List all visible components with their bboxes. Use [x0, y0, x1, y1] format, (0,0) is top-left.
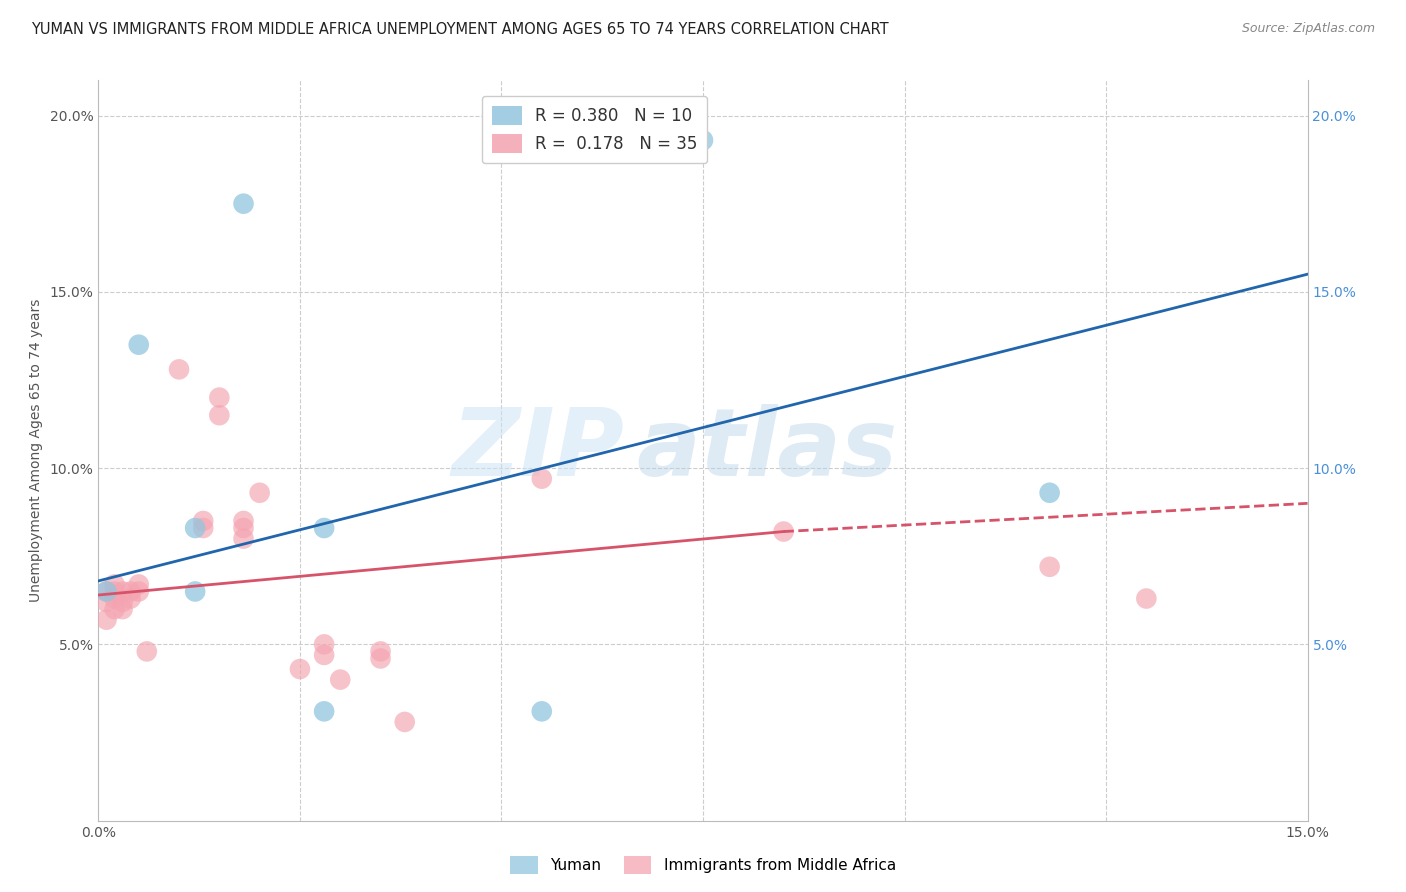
Point [232, 532, 254, 546]
Point [193, 514, 215, 528]
Legend: Yuman, Immigrants from Middle Africa: Yuman, Immigrants from Middle Africa [505, 850, 901, 880]
Point [128, 584, 150, 599]
Point [530, 472, 553, 486]
Point [232, 521, 254, 535]
Point [167, 362, 190, 376]
Point [111, 584, 134, 599]
Point [370, 644, 392, 658]
Point [772, 524, 794, 539]
Point [314, 521, 336, 535]
Text: ZIP: ZIP [451, 404, 624, 497]
Point [314, 637, 336, 651]
Point [103, 591, 125, 606]
Point [370, 651, 392, 665]
Point [208, 391, 231, 405]
Point [96, 595, 118, 609]
Point [208, 408, 231, 422]
Point [103, 584, 125, 599]
Point [692, 133, 714, 147]
Point [128, 577, 150, 591]
Point [96, 584, 118, 599]
Point [103, 577, 125, 591]
Point [103, 602, 125, 616]
Point [1039, 559, 1062, 574]
Point [96, 584, 118, 599]
Point [111, 602, 134, 616]
Text: atlas: atlas [637, 404, 898, 497]
Y-axis label: Unemployment Among Ages 65 to 74 years: Unemployment Among Ages 65 to 74 years [28, 299, 42, 602]
Point [120, 591, 142, 606]
Legend: R = 0.380   N = 10, R =  0.178   N = 35: R = 0.380 N = 10, R = 0.178 N = 35 [482, 96, 707, 163]
Point [329, 673, 352, 687]
Point [314, 704, 336, 718]
Point [120, 584, 142, 599]
Point [135, 644, 157, 658]
Point [1039, 485, 1062, 500]
Point [530, 704, 553, 718]
Point [111, 595, 134, 609]
Point [288, 662, 311, 676]
Point [128, 337, 150, 351]
Point [232, 514, 254, 528]
Point [1135, 591, 1157, 606]
Point [193, 521, 215, 535]
Point [249, 485, 271, 500]
Text: YUMAN VS IMMIGRANTS FROM MIDDLE AFRICA UNEMPLOYMENT AMONG AGES 65 TO 74 YEARS CO: YUMAN VS IMMIGRANTS FROM MIDDLE AFRICA U… [31, 22, 889, 37]
Point [394, 714, 416, 729]
Point [184, 584, 207, 599]
Point [96, 613, 118, 627]
Point [314, 648, 336, 662]
Text: Source: ZipAtlas.com: Source: ZipAtlas.com [1241, 22, 1375, 36]
Point [232, 196, 254, 211]
Point [184, 521, 207, 535]
